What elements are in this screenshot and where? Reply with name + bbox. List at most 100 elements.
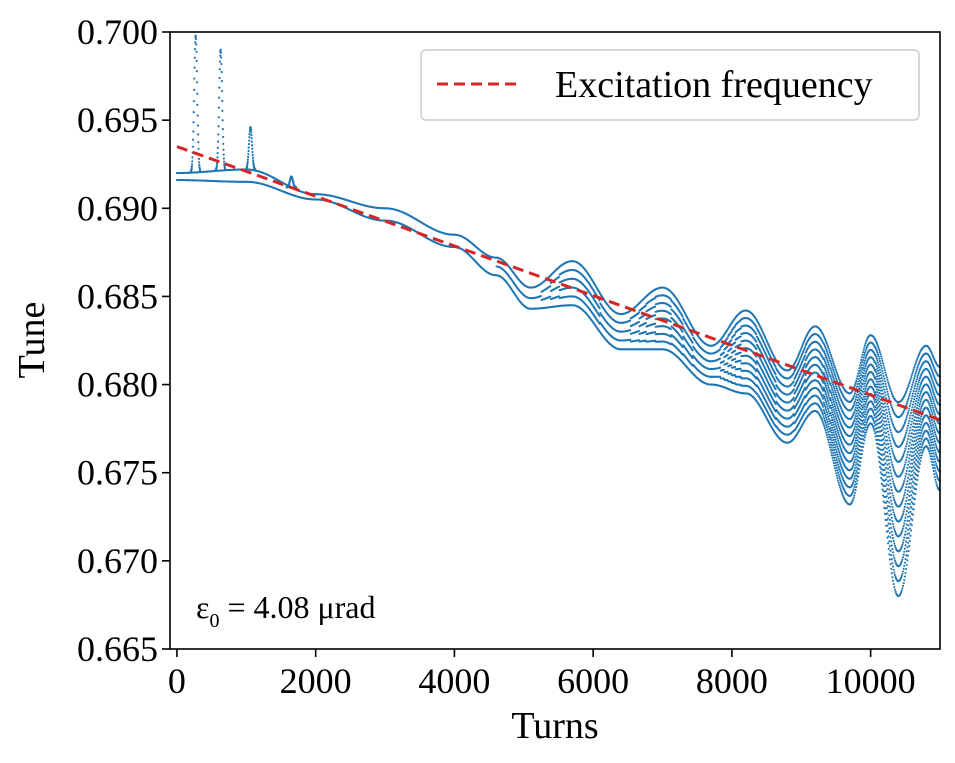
scatter-point <box>681 338 684 341</box>
scatter-point <box>637 320 640 323</box>
scatter-point <box>691 341 694 344</box>
scatter-point <box>826 428 829 431</box>
scatter-point <box>827 353 830 356</box>
scatter-point <box>549 285 552 288</box>
scatter-point <box>827 363 830 366</box>
scatter-point <box>755 348 758 351</box>
scatter-point <box>825 395 828 398</box>
scatter-point <box>654 314 657 317</box>
scatter-point <box>734 365 737 369</box>
scatter-point <box>730 364 733 367</box>
scatter-point <box>825 403 828 406</box>
scatter-point <box>823 419 827 423</box>
scatter-point <box>828 446 832 449</box>
scatter-point <box>829 404 832 407</box>
scatter-point <box>830 429 833 432</box>
scatter-point <box>691 349 694 352</box>
scatter-point <box>830 451 833 454</box>
scatter-point <box>827 438 830 441</box>
scatter-point <box>825 411 828 414</box>
scatter-point <box>719 357 722 360</box>
scatter-point <box>829 434 832 437</box>
scatter-point <box>828 349 831 352</box>
scatter-point <box>829 375 832 378</box>
scatter-point <box>828 365 831 368</box>
scatter-point <box>828 443 831 446</box>
scatter-point <box>730 339 733 342</box>
scatter-point <box>691 334 694 337</box>
scatter-point <box>830 409 833 412</box>
scatter-point <box>830 444 833 447</box>
scatter-point <box>827 430 830 434</box>
scatter-point <box>829 426 832 429</box>
scatter-point <box>823 390 827 393</box>
scatter-point <box>828 435 831 438</box>
scatter-point <box>719 348 722 351</box>
scatter-point <box>825 401 828 404</box>
scatter-point <box>830 355 833 358</box>
scatter-point <box>829 353 832 356</box>
scatter-point <box>822 416 825 419</box>
scatter-point <box>755 333 758 336</box>
scatter-point <box>654 322 657 325</box>
scatter-point <box>549 295 552 298</box>
scatter-point <box>825 386 828 389</box>
scatter-point <box>681 330 684 333</box>
scatter-point <box>830 454 833 457</box>
scatter-point <box>637 329 640 333</box>
scatter-point <box>826 382 829 385</box>
scatter-point <box>644 304 647 307</box>
scatter-point <box>826 359 829 362</box>
scatter-point <box>644 322 647 325</box>
scatter-point <box>792 372 795 375</box>
scatter-point <box>827 402 830 405</box>
scatter-point <box>629 338 632 341</box>
scatter-point <box>825 426 828 429</box>
scatter-point <box>669 313 672 316</box>
scatter-point <box>774 395 777 398</box>
scatter-point <box>825 380 828 383</box>
scatter-point <box>827 423 830 426</box>
scatter-point <box>827 407 830 410</box>
scatter-point <box>734 349 737 352</box>
scatter-point <box>739 351 742 354</box>
scatter-point <box>825 357 828 360</box>
scatter-point <box>827 425 830 428</box>
scatter-point <box>824 391 827 395</box>
scatter-point <box>825 393 828 396</box>
scatter-point <box>825 365 828 368</box>
scatter-point <box>827 441 830 444</box>
scatter-point <box>681 323 684 326</box>
scatter-point <box>827 433 830 436</box>
scatter-point <box>824 429 827 432</box>
scatter-point <box>824 369 827 372</box>
scatter-point <box>830 421 833 424</box>
scatter-point <box>825 371 828 374</box>
scatter-point <box>823 382 827 385</box>
scatter-point <box>654 305 657 308</box>
scatter-point <box>726 362 729 365</box>
scatter-point <box>823 397 827 400</box>
scatter-point <box>644 330 647 333</box>
scatter-point <box>719 366 722 369</box>
scatter-point <box>826 351 829 354</box>
scatter-point <box>830 431 833 434</box>
scatter-point <box>830 439 833 442</box>
scatter-point <box>823 427 827 430</box>
scatter-point <box>822 405 825 408</box>
scatter-point <box>822 423 825 426</box>
scatter-point <box>827 355 830 358</box>
scatter-point <box>824 421 827 425</box>
scatter-point <box>825 431 828 434</box>
scatter-point <box>830 384 833 387</box>
scatter-point <box>828 380 831 383</box>
scatter-point <box>774 373 777 376</box>
scatter-point <box>829 360 832 363</box>
scatter-point <box>629 319 632 322</box>
scatter-point <box>539 295 542 298</box>
scatter-point <box>669 298 672 301</box>
scatter-point <box>823 403 826 406</box>
scatter-point <box>828 373 831 376</box>
scatter-point <box>825 433 828 437</box>
scatter-point <box>637 311 640 314</box>
